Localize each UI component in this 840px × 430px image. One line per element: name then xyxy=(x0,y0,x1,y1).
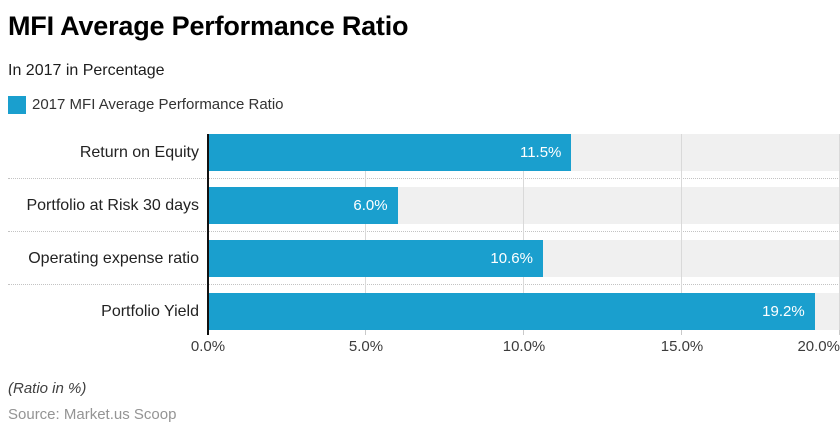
x-tick-label: 0.0% xyxy=(190,338,226,355)
chart-row: Portfolio at Risk 30 days 6.0% xyxy=(8,187,840,224)
separator-dotted-line xyxy=(8,178,840,179)
bar: 6.0% xyxy=(208,187,398,224)
chart-row: Return on Equity 11.5% xyxy=(8,134,840,171)
footnote: (Ratio in %) xyxy=(8,380,87,397)
chart-row: Portfolio Yield 19.2% xyxy=(8,293,840,330)
x-tick-mark xyxy=(523,330,524,335)
bar-track: 11.5% xyxy=(208,134,840,171)
separator-dotted-line xyxy=(8,284,840,285)
category-label: Return on Equity xyxy=(79,144,199,161)
category-label: Portfolio at Risk 30 days xyxy=(26,197,199,214)
category-label: Operating expense ratio xyxy=(28,250,199,267)
category-label: Portfolio Yield xyxy=(101,303,199,320)
bar-track: 10.6% xyxy=(208,240,840,277)
bar-value-label: 11.5% xyxy=(519,144,562,161)
x-tick-mark xyxy=(207,330,209,335)
x-tick-mark xyxy=(365,330,366,335)
x-tick-label: 15.0% xyxy=(660,338,704,355)
legend: 2017 MFI Average Performance Ratio xyxy=(8,96,840,114)
bar: 11.5% xyxy=(208,134,572,171)
row-separator xyxy=(8,171,840,187)
legend-label: 2017 MFI Average Performance Ratio xyxy=(32,96,284,113)
bar: 19.2% xyxy=(208,293,815,330)
chart-rows: Return on Equity 11.5% Portfolio at Risk 3… xyxy=(8,134,840,334)
separator-dotted-line xyxy=(8,231,840,232)
bar: 10.6% xyxy=(208,240,543,277)
chart-row: Operating expense ratio 10.6% xyxy=(8,240,840,277)
x-tick-mark xyxy=(681,330,682,335)
legend-swatch-icon xyxy=(8,96,26,114)
bar-value-label: 10.6% xyxy=(490,250,533,267)
source-text: Source: Market.us Scoop xyxy=(8,406,177,423)
bar-value-label: 19.2% xyxy=(762,303,805,320)
x-tick-label: 20.0% xyxy=(797,338,840,355)
row-separator xyxy=(8,277,840,293)
bar-track: 6.0% xyxy=(208,187,840,224)
x-tick-label: 5.0% xyxy=(348,338,384,355)
x-tick-label: 10.0% xyxy=(502,338,546,355)
bar-chart: Return on Equity 11.5% Portfolio at Risk 3… xyxy=(8,134,840,360)
bar-value-label: 6.0% xyxy=(353,197,388,214)
x-axis: 0.0% 5.0% 10.0% 15.0% 20.0% xyxy=(191,330,840,360)
row-separator xyxy=(8,224,840,240)
bar-track: 19.2% xyxy=(208,293,840,330)
page-title: MFI Average Performance Ratio xyxy=(8,11,409,41)
page-subtitle: In 2017 in Percentage xyxy=(8,62,165,79)
